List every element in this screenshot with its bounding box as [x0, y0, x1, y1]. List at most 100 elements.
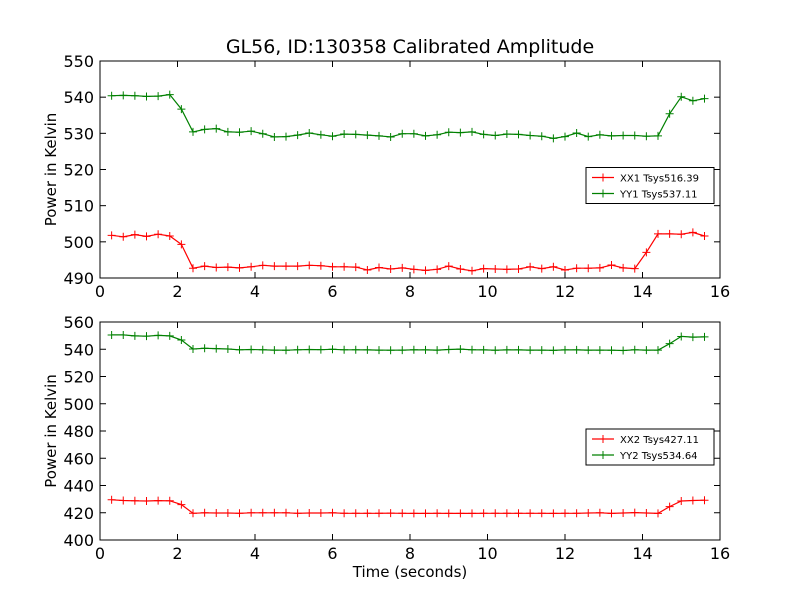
- top-legend-marker-1: [599, 173, 607, 182]
- bottom-data-point: [502, 345, 511, 354]
- top-data-point: [479, 130, 488, 139]
- top-data-point: [154, 92, 163, 101]
- bottom-data-point: [386, 509, 395, 518]
- top-data-point: [642, 248, 651, 257]
- top-data-point: [502, 265, 511, 274]
- bottom-series-line-1: [111, 499, 705, 515]
- top-data-point: [247, 127, 256, 136]
- top-data-point: [433, 265, 442, 274]
- bottom-data-point: [677, 497, 686, 506]
- top-y-axis-title: Power in Kelvin: [42, 113, 60, 227]
- top-data-point: [584, 264, 593, 273]
- bottom-data-point: [340, 345, 349, 354]
- bottom-x-tick-label: 12: [555, 544, 575, 563]
- top-y-tick-label: 550: [63, 52, 94, 71]
- bottom-y-axis-title: Power in Kelvin: [42, 374, 60, 488]
- top-data-point: [107, 91, 116, 100]
- bottom-data-point: [421, 509, 430, 518]
- top-series-2: [107, 90, 709, 143]
- top-data-point: [398, 129, 407, 138]
- bottom-data-point: [107, 330, 116, 339]
- bottom-data-point: [479, 509, 488, 518]
- bottom-data-point: [549, 346, 558, 355]
- bottom-data-point: [316, 509, 325, 518]
- bottom-data-point: [561, 509, 569, 518]
- bottom-data-point: [665, 339, 674, 348]
- figure-title: GL56, ID:130358 Calibrated Amplitude: [226, 36, 594, 58]
- top-data-point: [561, 132, 569, 141]
- bottom-y-tick-label: 440: [63, 477, 94, 496]
- top-x-tick-label: 2: [172, 282, 182, 301]
- bottom-data-point: [502, 509, 511, 518]
- bottom-legend: XX2 Tsys427.11 YY2 Tsys534.64: [585, 428, 715, 466]
- top-data-point: [654, 229, 662, 238]
- bottom-data-point: [305, 345, 314, 354]
- bottom-data-point: [328, 508, 337, 517]
- bottom-data-point: [421, 345, 430, 354]
- top-data-point: [258, 129, 267, 138]
- bottom-data-point: [247, 508, 256, 517]
- bottom-data-point: [212, 344, 221, 353]
- bottom-data-point: [479, 345, 488, 354]
- bottom-x-tick-label: 14: [632, 544, 652, 563]
- top-x-tick-label: 0: [95, 282, 105, 301]
- bottom-data-point: [537, 509, 546, 518]
- top-data-point: [700, 232, 709, 241]
- bottom-data-point: [177, 335, 186, 344]
- top-data-point: [119, 232, 128, 241]
- top-data-point: [375, 131, 383, 140]
- bottom-legend-label-1: XX2 Tsys427.11: [620, 435, 699, 446]
- top-legend-label-2: YY1 Tsys537.11: [619, 190, 698, 201]
- top-data-point: [514, 130, 523, 139]
- top-data-point: [537, 264, 546, 273]
- bottom-data-point: [607, 346, 616, 355]
- bottom-data-point: [223, 344, 232, 353]
- top-y-tick-label: 510: [63, 197, 94, 216]
- bottom-data-point: [409, 509, 418, 518]
- bottom-data-point: [154, 331, 163, 340]
- bottom-data-point: [363, 345, 372, 354]
- top-data-point: [363, 131, 372, 140]
- top-data-point: [607, 260, 616, 269]
- top-data-point: [409, 265, 418, 274]
- top-data-point: [572, 128, 581, 137]
- top-data-point: [130, 91, 139, 100]
- top-data-point: [212, 263, 221, 272]
- bottom-x-tick-label: 2: [172, 544, 182, 563]
- top-x-tick-label: 10: [477, 282, 497, 301]
- bottom-data-point: [654, 346, 662, 355]
- bottom-data-point: [375, 346, 383, 355]
- bottom-data-point: [688, 333, 697, 342]
- top-data-point: [502, 130, 511, 139]
- top-data-point: [258, 261, 267, 270]
- bottom-y-tick-label: 480: [63, 422, 94, 441]
- top-data-point: [654, 131, 662, 140]
- top-data-point: [468, 266, 476, 275]
- bottom-y-tick-label: 540: [63, 340, 94, 359]
- top-data-point: [549, 262, 558, 271]
- bottom-data-point: [154, 496, 163, 505]
- top-data-point: [200, 125, 209, 134]
- bottom-y-tick-label: 520: [63, 368, 94, 387]
- bottom-data-point: [677, 332, 686, 341]
- top-data-point: [665, 109, 674, 118]
- bottom-data-point: [398, 509, 407, 518]
- bottom-data-point: [619, 346, 628, 355]
- bottom-data-point: [468, 509, 476, 518]
- bottom-subplot: 0 2 4 6 8 10 12 14 16 400 420 440 460 480 500 520 540 560…: [42, 313, 730, 581]
- top-x-tick-label: 4: [250, 282, 260, 301]
- bottom-data-point: [316, 345, 325, 354]
- bottom-data-point: [200, 344, 209, 353]
- top-data-point: [177, 240, 186, 249]
- top-data-point: [549, 134, 558, 143]
- bottom-data-point: [189, 509, 197, 518]
- bottom-y-tick-label: 420: [63, 504, 94, 523]
- bottom-data-point: [328, 345, 337, 354]
- bottom-data-point: [165, 331, 174, 340]
- top-data-point: [130, 230, 139, 239]
- top-data-point: [619, 131, 628, 140]
- bottom-data-point: [491, 346, 500, 355]
- top-data-point: [700, 94, 709, 103]
- bottom-legend-label-2: YY2 Tsys534.64: [619, 451, 698, 462]
